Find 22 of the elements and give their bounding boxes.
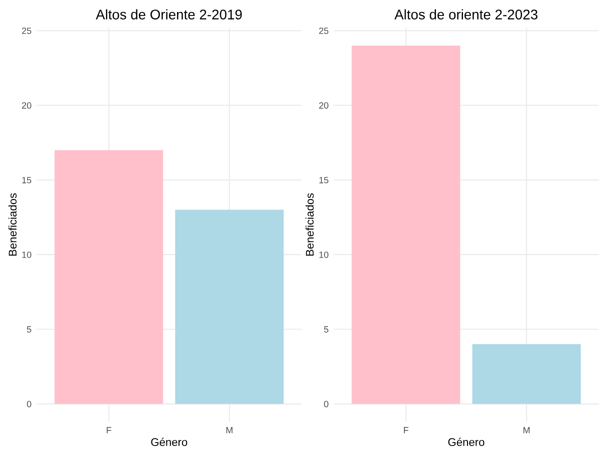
y-axis-title: Beneficiados bbox=[306, 193, 314, 256]
x-tick-label: F bbox=[404, 427, 408, 434]
y-tick-label: 15 bbox=[319, 177, 328, 184]
y-tick-label: 5 bbox=[324, 326, 328, 333]
y-tick-label: 20 bbox=[22, 102, 32, 109]
y-tick-label: 0 bbox=[324, 400, 328, 408]
x-axis-title: Género bbox=[151, 438, 188, 446]
x-axis-title: Género bbox=[448, 438, 484, 446]
chart-title: Altos de oriente 2-2023 bbox=[394, 9, 538, 20]
chart-title: Altos de Oriente 2-2019 bbox=[96, 9, 242, 20]
y-tick-label: 10 bbox=[319, 252, 328, 258]
y-tick-label: 15 bbox=[22, 177, 32, 184]
y-tick-label: 25 bbox=[22, 28, 32, 34]
y-tick-label: 0 bbox=[26, 400, 32, 408]
x-tick-label: M bbox=[226, 427, 232, 434]
y-tick-label: 10 bbox=[22, 252, 32, 258]
x-tick-label: F bbox=[106, 427, 112, 434]
y-tick-label: 25 bbox=[319, 28, 328, 34]
y-axis-title: Beneficiados bbox=[8, 193, 17, 256]
x-tick-label: M bbox=[524, 427, 530, 434]
y-tick-label: 20 bbox=[319, 102, 328, 109]
y-tick-label: 5 bbox=[26, 326, 32, 333]
